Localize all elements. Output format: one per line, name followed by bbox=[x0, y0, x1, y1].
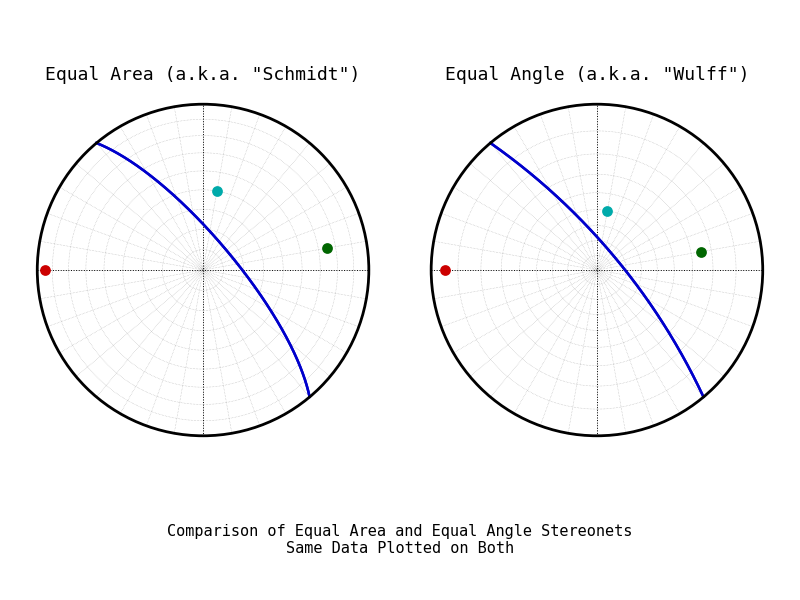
Circle shape bbox=[431, 104, 762, 436]
Point bbox=[321, 244, 334, 253]
Point bbox=[210, 186, 223, 196]
Point bbox=[38, 265, 51, 275]
Point bbox=[694, 247, 707, 256]
Title: Equal Area (a.k.a. "Schmidt"): Equal Area (a.k.a. "Schmidt") bbox=[46, 66, 361, 84]
Title: Equal Angle (a.k.a. "Wulff"): Equal Angle (a.k.a. "Wulff") bbox=[445, 66, 750, 84]
Circle shape bbox=[38, 104, 369, 436]
Point bbox=[438, 265, 451, 275]
Text: Comparison of Equal Area and Equal Angle Stereonets
Same Data Plotted on Both: Comparison of Equal Area and Equal Angle… bbox=[167, 524, 633, 556]
Point bbox=[601, 206, 614, 215]
